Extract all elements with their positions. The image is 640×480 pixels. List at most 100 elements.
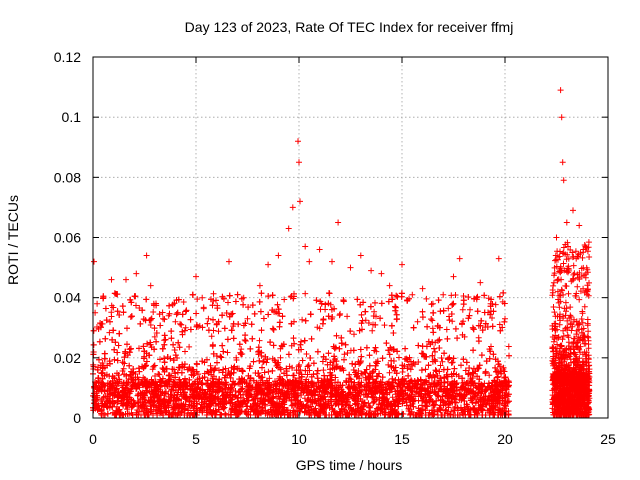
data-point [199,324,206,331]
data-point [299,316,306,323]
data-point [177,320,183,327]
data-point [180,299,187,305]
data-point [194,361,200,368]
data-points [90,87,593,418]
data-point [224,336,231,343]
data-point [235,389,242,396]
data-point [157,356,163,363]
data-point [445,305,452,312]
data-point [187,316,194,323]
data-point [386,351,393,358]
data-point [419,314,426,321]
data-point [210,290,217,297]
data-point [151,333,158,340]
data-point [209,343,216,350]
data-point [452,292,459,298]
data-point [310,360,317,367]
data-point [256,337,263,344]
data-point [176,344,183,351]
data-point [156,371,163,378]
data-point [390,330,397,336]
data-point [414,318,421,325]
data-point [486,372,493,379]
data-point [369,327,376,334]
data-point [147,316,154,323]
data-point [366,352,373,359]
data-point [449,318,456,325]
data-point [111,346,118,353]
data-point [358,353,365,360]
data-point [454,335,461,342]
data-point [194,296,201,303]
data-point [258,290,265,297]
data-point [304,371,311,378]
data-point [127,314,134,320]
data-point [270,326,277,333]
data-point [174,355,181,361]
data-point [439,358,446,365]
data-point [304,363,311,370]
data-point [200,305,207,312]
data-point [290,335,297,342]
data-point [119,368,126,374]
data-point [403,355,410,362]
data-point [147,322,154,328]
data-point [313,297,320,304]
data-point [314,348,321,355]
data-point [242,338,249,344]
grid [93,57,608,418]
data-point [232,298,239,305]
data-point [265,311,272,318]
data-point [193,310,200,317]
data-point [108,313,115,320]
data-point [381,322,388,329]
data-point [344,350,351,356]
data-point [451,365,458,372]
data-point [251,310,258,317]
data-point [500,289,507,296]
data-point [344,313,351,320]
data-point [423,295,430,302]
data-point [150,309,157,315]
data-point [265,368,272,375]
data-point [465,294,472,300]
data-point [248,321,255,328]
data-point [98,321,105,327]
data-point [106,329,113,336]
data-point [496,293,503,300]
data-point [265,293,272,300]
data-point [354,296,361,303]
data-point [379,355,386,362]
data-point [171,347,178,353]
data-point [143,296,150,303]
data-point [256,298,263,305]
data-point [186,343,193,350]
data-point [415,359,422,365]
data-point [249,335,256,342]
data-point [215,328,222,335]
data-point [463,359,470,366]
data-point [346,371,353,378]
data-point [218,354,225,361]
data-point [182,308,189,315]
data-point [351,331,357,338]
data-point [183,307,190,314]
data-point [303,351,310,357]
data-point [302,317,309,324]
data-point [302,290,309,297]
data-point [102,335,109,342]
data-point [459,306,466,313]
data-point [347,328,354,335]
data-point [431,345,437,352]
data-point [274,301,281,308]
data-point [410,324,417,331]
data-point [389,394,396,401]
data-point [213,297,219,304]
data-point [301,395,308,402]
data-point [161,316,168,323]
data-point [114,349,121,356]
data-point [372,299,378,306]
data-point [336,312,343,319]
data-point [469,324,476,331]
data-point [233,354,240,361]
